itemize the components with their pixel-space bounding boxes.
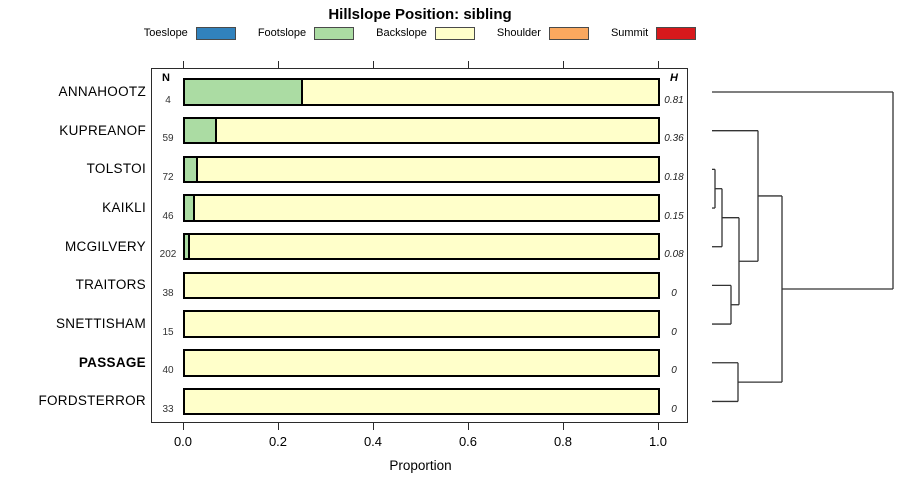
stacked-bar — [183, 155, 660, 184]
legend-label: Backslope — [376, 27, 427, 39]
h-value: 0 — [671, 326, 677, 338]
chart-title: Hillslope Position: sibling — [328, 6, 512, 23]
legend: Toeslope Footslope Backslope Shoulder Summit — [110, 25, 730, 41]
h-column-header: H — [670, 72, 678, 84]
site-label: TRAITORS — [75, 277, 146, 293]
site-label: SNETTISHAM — [55, 316, 146, 332]
site-label: PASSAGE — [78, 354, 146, 370]
footslope-segment — [185, 80, 304, 104]
n-column-header: N — [162, 72, 170, 84]
n-value: 38 — [162, 287, 174, 299]
stacked-bar — [183, 194, 660, 222]
legend-item: Summit — [610, 26, 697, 40]
stacked-bar — [183, 349, 660, 377]
legend-swatch — [656, 26, 697, 40]
stacked-bar — [183, 271, 660, 300]
axis-tick-bottom — [278, 423, 279, 430]
site-label: KAIKLI — [102, 200, 146, 216]
legend-swatch — [314, 26, 355, 40]
axis-tick-bottom — [183, 423, 184, 430]
n-value: 15 — [162, 326, 174, 338]
legend-swatch — [195, 26, 236, 40]
h-value: 0.15 — [664, 210, 684, 222]
h-value: 0 — [671, 365, 677, 377]
stacked-bar — [183, 310, 660, 338]
x-axis-label: Proportion — [389, 458, 452, 473]
axis-tick-top — [278, 61, 279, 68]
plot-frame — [151, 68, 688, 423]
axis-tick-top — [658, 61, 659, 68]
n-value: 72 — [162, 171, 174, 183]
site-label: MCGILVERY — [65, 238, 146, 254]
footslope-segment — [185, 234, 190, 259]
footslope-segment — [185, 118, 218, 143]
legend-label: Toeslope — [143, 27, 188, 39]
legend-label: Footslope — [257, 27, 307, 39]
legend-item: Toeslope — [143, 26, 236, 40]
h-value: 0.36 — [664, 133, 684, 145]
axis-tick-top — [373, 61, 374, 68]
axis-tick-label: 1.0 — [648, 434, 668, 449]
site-label: FORDSTERROR — [38, 393, 146, 409]
site-label: TOLSTOI — [86, 161, 146, 177]
stacked-bar — [183, 78, 660, 106]
axis-tick-bottom — [468, 423, 469, 430]
n-value: 202 — [159, 249, 177, 261]
footslope-segment — [185, 157, 199, 182]
axis-tick-label: 0.4 — [363, 434, 383, 449]
footslope-segment — [185, 196, 196, 220]
axis-tick-label: 0.6 — [458, 434, 478, 449]
axis-tick-bottom — [658, 423, 659, 430]
n-value: 46 — [162, 210, 174, 222]
legend-label: Shoulder — [496, 27, 541, 39]
n-value: 4 — [165, 94, 171, 106]
axis-tick-bottom — [373, 423, 374, 430]
axis-tick-top — [563, 61, 564, 68]
axis-tick-label: 0.8 — [553, 434, 573, 449]
axis-tick-label: 0.0 — [173, 434, 193, 449]
axis-tick-top — [468, 61, 469, 68]
h-value: 0.81 — [664, 94, 684, 106]
legend-item: Backslope — [376, 26, 475, 40]
axis-tick-label: 0.2 — [268, 434, 288, 449]
n-value: 40 — [162, 365, 174, 377]
site-label: KUPREANOF — [59, 122, 146, 138]
h-value: 0.18 — [664, 171, 684, 183]
n-value: 59 — [162, 133, 174, 145]
legend-swatch — [548, 26, 589, 40]
site-label: ANNAHOOTZ — [58, 84, 146, 99]
stacked-bar — [183, 232, 660, 261]
n-value: 33 — [162, 403, 174, 415]
legend-label: Summit — [610, 27, 649, 39]
h-value: 0 — [671, 287, 677, 299]
axis-tick-bottom — [563, 423, 564, 430]
stacked-bar — [183, 387, 660, 416]
h-value: 0.08 — [664, 249, 684, 261]
h-value: 0 — [671, 403, 677, 415]
legend-item: Footslope — [257, 26, 355, 40]
legend-item: Shoulder — [496, 26, 589, 40]
stacked-bar — [183, 116, 660, 145]
legend-swatch — [434, 26, 475, 40]
axis-tick-top — [183, 61, 184, 68]
